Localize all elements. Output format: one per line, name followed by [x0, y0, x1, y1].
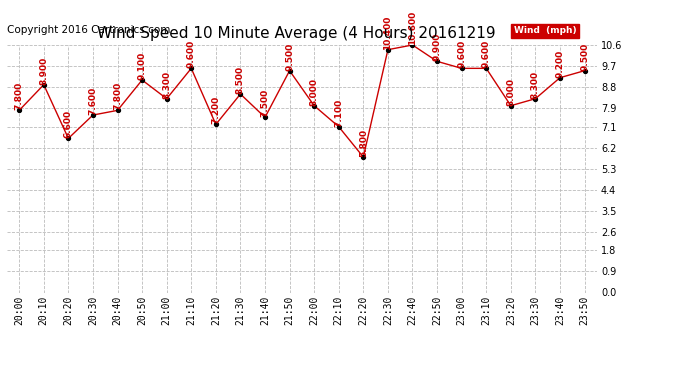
Text: 9.500: 9.500 [580, 42, 589, 70]
Text: 7.100: 7.100 [334, 99, 343, 127]
Text: 8.000: 8.000 [310, 78, 319, 106]
Text: 9.900: 9.900 [433, 33, 442, 62]
Text: 9.100: 9.100 [137, 52, 146, 80]
Text: 9.600: 9.600 [457, 40, 466, 68]
Text: 7.800: 7.800 [113, 82, 122, 110]
Point [358, 154, 369, 160]
Point [137, 77, 148, 83]
Point [431, 58, 442, 64]
Text: 8.000: 8.000 [506, 78, 515, 106]
Text: 6.600: 6.600 [64, 110, 73, 138]
Point [88, 112, 99, 118]
Text: 9.500: 9.500 [285, 42, 294, 70]
Point [259, 114, 270, 120]
Text: 7.800: 7.800 [14, 82, 23, 110]
Text: 7.500: 7.500 [261, 89, 270, 117]
Text: 9.600: 9.600 [187, 40, 196, 68]
Point [38, 82, 49, 88]
Point [308, 103, 319, 109]
Text: Wind  (mph): Wind (mph) [513, 26, 576, 36]
Text: 8.500: 8.500 [236, 66, 245, 94]
Text: 9.600: 9.600 [482, 40, 491, 68]
Point [530, 96, 541, 102]
Text: 7.600: 7.600 [88, 87, 97, 115]
Point [112, 107, 123, 113]
Text: 7.200: 7.200 [211, 96, 220, 124]
Text: 8.300: 8.300 [162, 70, 171, 99]
Point [555, 75, 566, 81]
Point [505, 103, 516, 109]
Point [14, 107, 25, 113]
Point [333, 124, 344, 130]
Text: 8.900: 8.900 [39, 57, 48, 85]
Text: Copyright 2016 Cartronics.com: Copyright 2016 Cartronics.com [7, 25, 170, 35]
Text: 9.200: 9.200 [555, 50, 564, 78]
Text: 10.600: 10.600 [408, 11, 417, 45]
Point [481, 65, 492, 71]
Point [161, 96, 172, 102]
Point [63, 135, 74, 141]
Text: 5.800: 5.800 [359, 129, 368, 157]
Point [210, 122, 221, 128]
Point [235, 91, 246, 97]
Text: 10.400: 10.400 [384, 15, 393, 50]
Point [382, 46, 393, 53]
Point [579, 68, 590, 74]
Point [186, 65, 197, 71]
Text: 8.300: 8.300 [531, 70, 540, 99]
Point [456, 65, 467, 71]
Text: Wind Speed 10 Minute Average (4 Hours) 20161219: Wind Speed 10 Minute Average (4 Hours) 2… [97, 26, 496, 41]
Point [407, 42, 418, 48]
Point [284, 68, 295, 74]
